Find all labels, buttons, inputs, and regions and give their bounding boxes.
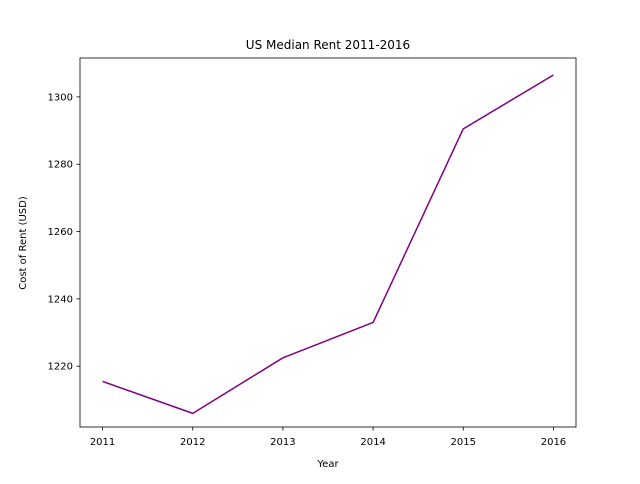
x-tick-label: 2016 <box>541 437 566 448</box>
x-tick-label: 2011 <box>90 437 115 448</box>
x-axis-label: Year <box>316 459 339 470</box>
y-tick-label: 1220 <box>48 362 73 373</box>
plot-area: 2011 2012 2013 2014 2015 2016 1220 1240 1260 1280… <box>48 57 577 448</box>
x-tick-label: 2014 <box>360 437 385 448</box>
chart-title: US Median Rent 2011-2016 <box>246 38 410 52</box>
y-tick-label: 1260 <box>48 227 73 238</box>
series-line <box>102 74 554 415</box>
y-axis-label: Cost of Rent (USD) <box>18 196 29 290</box>
axes-frame <box>79 57 577 428</box>
x-tick-label: 2013 <box>270 437 295 448</box>
x-tick-label: 2012 <box>180 437 205 448</box>
y-tick-label: 1300 <box>48 92 73 103</box>
y-tick-label: 1280 <box>48 160 73 171</box>
y-tick-label: 1240 <box>48 294 73 305</box>
x-tick-label: 2015 <box>451 437 476 448</box>
